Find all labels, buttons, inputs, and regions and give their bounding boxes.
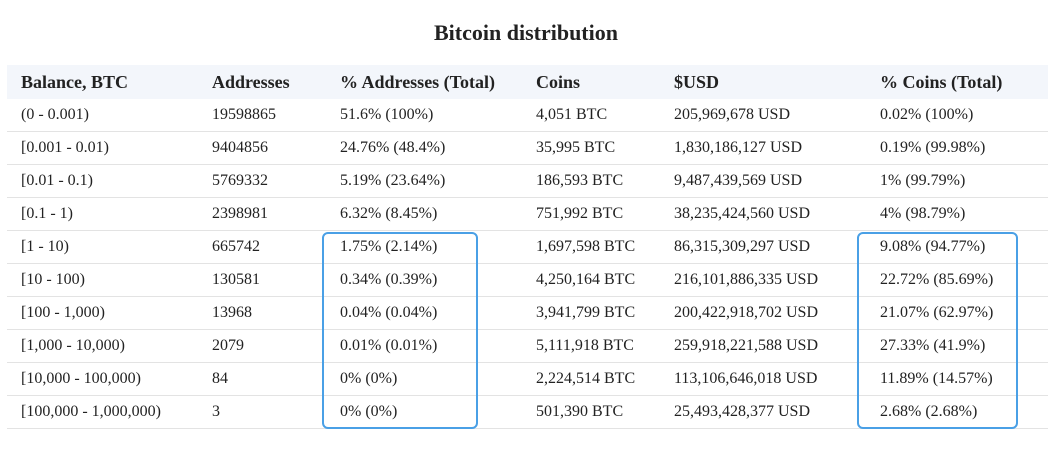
cell-usd: 259,918,221,588 USD: [660, 329, 866, 363]
cell-pct-addresses: 0.34% (0.39%): [326, 263, 522, 297]
cell-usd: 113,106,646,018 USD: [660, 362, 866, 396]
cell-pct-coins: 22.72% (85.69%): [866, 263, 1048, 297]
column-header-addresses: Addresses: [198, 65, 326, 99]
cell-pct-addresses: 6.32% (8.45%): [326, 197, 522, 231]
cell-balance: [0.1 - 1): [7, 197, 198, 231]
cell-balance: (0 - 0.001): [7, 99, 198, 132]
cell-addresses: 13968: [198, 296, 326, 330]
cell-pct-addresses: 24.76% (48.4%): [326, 131, 522, 165]
cell-coins: 5,111,918 BTC: [522, 329, 660, 363]
cell-balance: [100,000 - 1,000,000): [7, 395, 198, 429]
cell-balance: [10 - 100): [7, 263, 198, 297]
cell-pct-coins: 21.07% (62.97%): [866, 296, 1048, 330]
column-header-pct-addresses: % Addresses (Total): [326, 65, 522, 99]
cell-pct-addresses: 5.19% (23.64%): [326, 164, 522, 198]
cell-pct-addresses: 0.04% (0.04%): [326, 296, 522, 330]
cell-pct-coins: 2.68% (2.68%): [866, 395, 1048, 429]
cell-coins: 751,992 BTC: [522, 197, 660, 231]
cell-balance: [10,000 - 100,000): [7, 362, 198, 396]
table-row: [100 - 1,000) 13968 0.04% (0.04%) 3,941,799…: [7, 296, 1048, 330]
cell-usd: 205,969,678 USD: [660, 99, 866, 132]
cell-addresses: 130581: [198, 263, 326, 297]
cell-coins: 186,593 BTC: [522, 164, 660, 198]
cell-pct-coins: 1% (99.79%): [866, 164, 1048, 198]
cell-coins: 501,390 BTC: [522, 395, 660, 429]
cell-addresses: 2079: [198, 329, 326, 363]
cell-coins: 4,250,164 BTC: [522, 263, 660, 297]
table-row: [1,000 - 10,000) 2079 0.01% (0.01%) 5,111,9…: [7, 329, 1048, 363]
cell-pct-coins: 27.33% (41.9%): [866, 329, 1048, 363]
table-row: [10 - 100) 130581 0.34% (0.39%) 4,250,164 B…: [7, 263, 1048, 297]
table-body: (0 - 0.001) 19598865 51.6% (100%) 4,051 BTC…: [7, 99, 1048, 429]
table-row: [100,000 - 1,000,000) 3 0% (0%) 501,390 BTC…: [7, 395, 1048, 429]
cell-pct-coins: 9.08% (94.77%): [866, 230, 1048, 264]
cell-pct-coins: 0.02% (100%): [866, 99, 1048, 132]
cell-pct-addresses: 0.01% (0.01%): [326, 329, 522, 363]
cell-pct-addresses: 0% (0%): [326, 362, 522, 396]
distribution-table: Balance, BTC Addresses% Addresses (Total)…: [7, 65, 1048, 429]
page-title: Bitcoin distribution: [434, 20, 618, 45]
cell-usd: 38,235,424,560 USD: [660, 197, 866, 231]
cell-usd: 86,315,309,297 USD: [660, 230, 866, 264]
cell-pct-addresses: 1.75% (2.14%): [326, 230, 522, 264]
cell-usd: 9,487,439,569 USD: [660, 164, 866, 198]
cell-balance: [1 - 10): [7, 230, 198, 264]
cell-balance: [100 - 1,000): [7, 296, 198, 330]
cell-balance: [0.001 - 0.01): [7, 131, 198, 165]
table-row: [0.001 - 0.01) 9404856 24.76% (48.4%) 35,99…: [7, 131, 1048, 165]
cell-addresses: 665742: [198, 230, 326, 264]
cell-usd: 1,830,186,127 USD: [660, 131, 866, 165]
cell-coins: 2,224,514 BTC: [522, 362, 660, 396]
cell-usd: 216,101,886,335 USD: [660, 263, 866, 297]
cell-addresses: 84: [198, 362, 326, 396]
cell-coins: 3,941,799 BTC: [522, 296, 660, 330]
column-header-usd: $USD: [660, 65, 866, 99]
cell-addresses: 2398981: [198, 197, 326, 231]
table-row: [0.1 - 1) 2398981 6.32% (8.45%) 751,992 BTC…: [7, 197, 1048, 231]
cell-pct-coins: 0.19% (99.98%): [866, 131, 1048, 165]
table-row: (0 - 0.001) 19598865 51.6% (100%) 4,051 BTC…: [7, 99, 1048, 132]
column-header-coins: Coins: [522, 65, 660, 99]
cell-pct-addresses: 51.6% (100%): [326, 99, 522, 132]
cell-usd: 200,422,918,702 USD: [660, 296, 866, 330]
cell-addresses: 3: [198, 395, 326, 429]
cell-balance: [1,000 - 10,000): [7, 329, 198, 363]
cell-pct-addresses: 0% (0%): [326, 395, 522, 429]
table-row: [0.01 - 0.1) 5769332 5.19% (23.64%) 186,593…: [7, 164, 1048, 198]
table-row: [1 - 10) 665742 1.75% (2.14%) 1,697,598 BTC…: [7, 230, 1048, 264]
cell-pct-coins: 11.89% (14.57%): [866, 362, 1048, 396]
column-header-pct-coins: % Coins (Total): [866, 65, 1048, 99]
table-header-row: Balance, BTC Addresses% Addresses (Total)…: [7, 65, 1048, 99]
column-header-balance: Balance, BTC: [7, 65, 198, 99]
cell-pct-coins: 4% (98.79%): [866, 197, 1048, 231]
cell-coins: 35,995 BTC: [522, 131, 660, 165]
cell-balance: [0.01 - 0.1): [7, 164, 198, 198]
cell-coins: 4,051 BTC: [522, 99, 660, 132]
cell-usd: 25,493,428,377 USD: [660, 395, 866, 429]
cell-addresses: 5769332: [198, 164, 326, 198]
table-row: [10,000 - 100,000) 84 0% (0%) 2,224,514 BTC…: [7, 362, 1048, 396]
cell-coins: 1,697,598 BTC: [522, 230, 660, 264]
cell-addresses: 9404856: [198, 131, 326, 165]
cell-addresses: 19598865: [198, 99, 326, 132]
